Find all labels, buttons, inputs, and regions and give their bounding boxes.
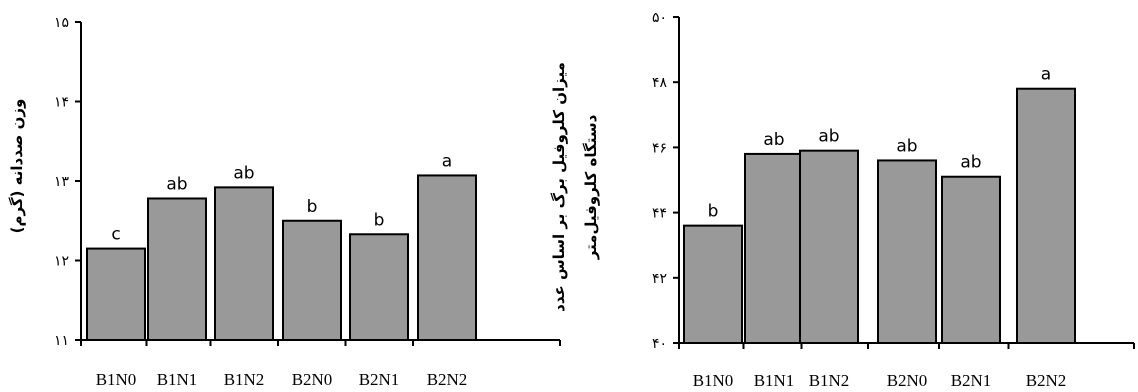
y-tick-label: ۱۴ [54, 95, 69, 111]
y-axis-title: وزن صددانه (گرم) [8, 99, 26, 234]
bar-b2n0 [282, 219, 342, 341]
x-tick-label: B2N1 [359, 370, 400, 389]
x-tick-label: B2N2 [427, 370, 468, 389]
bar-b2n0 [877, 159, 937, 344]
significance-letter: ab [233, 163, 254, 183]
y-tick-label: ۱۱ [54, 333, 69, 349]
x-tick-label: B1N0 [96, 370, 137, 389]
significance-letter: ab [818, 127, 839, 147]
y-tick-label: ۴۶ [652, 140, 667, 156]
bar-b2n1 [349, 233, 409, 341]
x-tick-label: B1N2 [809, 371, 850, 390]
bar-b2n2 [1016, 87, 1076, 344]
bar-b1n0 [86, 247, 146, 341]
y-axis-title-line: دستگاه کلروفیل‌متر [582, 114, 600, 260]
bar-b1n0 [683, 224, 743, 344]
bar-b2n1 [941, 175, 1001, 344]
significance-letter: ab [166, 174, 187, 194]
y-tick-label: ۴۲ [652, 271, 667, 287]
x-tick-label: B2N0 [887, 371, 928, 390]
bar-b1n2 [799, 149, 859, 344]
x-tick-label: B1N1 [754, 371, 795, 390]
y-tick-label: ۱۲ [54, 254, 69, 270]
significance-letter: b [307, 197, 318, 217]
chart-hundred-seed-weight: ۱۱ ۱۲ ۱۳ ۱۴ ۱۵ c B1N0 ab B1N1 ab B1N2 b B2N0 b B2N1 a B2… [8, 15, 561, 389]
x-tick-label: B1N2 [224, 370, 265, 389]
y-tick-label: ۱۳ [54, 174, 70, 190]
chart-leaf-chlorophyll: ۴۰ ۴۲ ۴۴ ۴۶ ۴۸ ۵۰ b B1N0 ab B1N1 ab B1N2 ab B2N0 ab B2N… [550, 10, 1135, 390]
significance-letter: b [374, 210, 385, 230]
significance-letter: ab [763, 130, 784, 150]
significance-letter: b [708, 202, 719, 222]
significance-letter: c [111, 225, 120, 245]
y-tick-label: ۴۴ [652, 206, 667, 222]
x-tick-label: B1N0 [693, 371, 734, 390]
y-tick-label: ۱۵ [54, 15, 69, 31]
bar-b2n2 [417, 174, 477, 341]
significance-letter: ab [960, 153, 981, 173]
bar-b1n1 [147, 197, 207, 341]
y-tick-label: ۴۸ [652, 75, 668, 91]
bar-b1n1 [744, 152, 804, 344]
significance-letter: ab [896, 136, 917, 156]
x-tick-label: B2N2 [1026, 371, 1067, 390]
x-tick-label: B2N1 [951, 371, 992, 390]
x-tick-label: B2N0 [292, 370, 333, 389]
significance-letter: a [442, 151, 452, 171]
significance-letter: a [1041, 65, 1051, 85]
y-axis-title-line: میزان کلروفیل برگ بر اساس عدد [550, 62, 568, 312]
x-tick-label: B1N1 [157, 370, 198, 389]
bar-b1n2 [214, 186, 274, 341]
y-tick-label: ۵۰ [652, 10, 667, 26]
y-tick-label: ۴۰ [652, 336, 667, 352]
